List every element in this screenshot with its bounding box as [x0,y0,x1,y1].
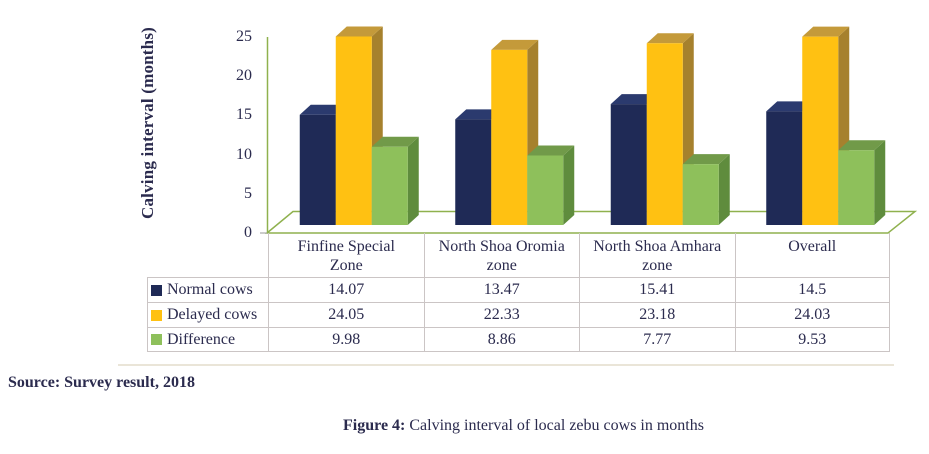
bar-top-face [371,136,419,147]
value-cell-difference-north-shoa-amhara-zone: 7.77 [579,327,735,352]
bar-front-face [335,36,372,226]
value-cell-difference-overall: 9.53 [734,327,890,352]
bar-top-face [299,104,347,115]
bar-front-face [682,164,719,225]
bar-front-face [371,146,408,225]
series-label-delayed-cows: Delayed cows [147,302,268,327]
bar-side-face [407,136,419,225]
value-cell-difference-finfine-special-zone: 9.98 [268,327,424,352]
y-tick-label-20: 20 [236,67,252,85]
legend-swatch-normal-cows [151,284,162,296]
bar-top-face [682,154,730,165]
bar-top-face [766,101,814,112]
bar-front-face [610,104,647,225]
value-cell-normal-cows-overall: 14.5 [734,277,890,302]
bar-top-face [527,145,575,156]
series-label-difference: Difference [147,327,268,352]
bar-top-face [802,26,850,37]
bar-front-face [299,114,336,225]
bar-side-face [563,145,575,225]
bar-top-face [838,140,886,151]
data-table: Finfine Special Zone North Shoa Oromia zo… [147,233,890,352]
value-cell-normal-cows-north-shoa-amhara-zone: 15.41 [579,277,735,302]
y-tick-label-5: 5 [244,184,252,202]
bar-front-face [802,36,839,226]
series-label-normal-cows: Normal cows [147,277,268,302]
value-cell-normal-cows-north-shoa-oromia-zone: 13.47 [423,277,579,302]
bar-difference-finfine-special-zone [371,136,419,225]
value-cell-delayed-cows-finfine-special-zone: 24.05 [268,302,424,327]
bar-side-face [874,140,886,225]
chart-floor [264,210,918,234]
chart-plot-area [260,26,918,234]
bar-difference-north-shoa-oromia-zone [527,145,575,225]
category-header-finfine-special-zone: Finfine Special Zone [268,233,424,277]
y-tick-label-0: 0 [244,224,252,241]
legend-swatch-delayed-cows [151,309,162,321]
figure-caption-text: Calving interval of local zebu cows in m… [405,417,704,434]
value-cell-delayed-cows-north-shoa-oromia-zone: 22.33 [423,302,579,327]
figure-caption: Figure 4: Calving interval of local zebu… [0,417,929,435]
horizontal-rule [118,364,894,366]
value-cell-delayed-cows-overall: 24.03 [734,302,890,327]
value-cell-normal-cows-finfine-special-zone: 14.07 [268,277,424,302]
bar-top-face [491,39,539,50]
legend-swatch-difference [151,334,162,345]
bar-front-face [766,111,803,225]
bar-front-face [646,43,683,225]
bar-front-face [491,49,528,225]
bar-front-face [527,155,564,225]
category-header-north-shoa-amhara-zone: North Shoa Amhara zone [579,233,735,277]
bar-difference-overall [838,140,886,225]
bar-front-face [455,119,492,225]
bar-side-face [718,154,730,225]
table-corner-cell [147,233,268,277]
value-cell-delayed-cows-north-shoa-amhara-zone: 23.18 [579,302,735,327]
bar-difference-north-shoa-amhara-zone [682,154,730,225]
y-tick-label-15: 15 [236,106,252,124]
bar-top-face [610,94,658,105]
category-header-north-shoa-oromia-zone: North Shoa Oromia zone [423,233,580,277]
source-note: Source: Survey result, 2018 [8,374,195,391]
bar-front-face [838,150,875,225]
y-tick-label-25: 25 [236,28,252,45]
bar-top-face [335,26,383,37]
bar-top-face [646,33,694,44]
category-header-overall: Overall [734,233,890,277]
bar-top-face [455,109,503,120]
y-tick-label-10: 10 [236,145,252,163]
figure-caption-label: Figure 4: [343,417,406,434]
value-cell-difference-north-shoa-oromia-zone: 8.86 [423,327,579,352]
